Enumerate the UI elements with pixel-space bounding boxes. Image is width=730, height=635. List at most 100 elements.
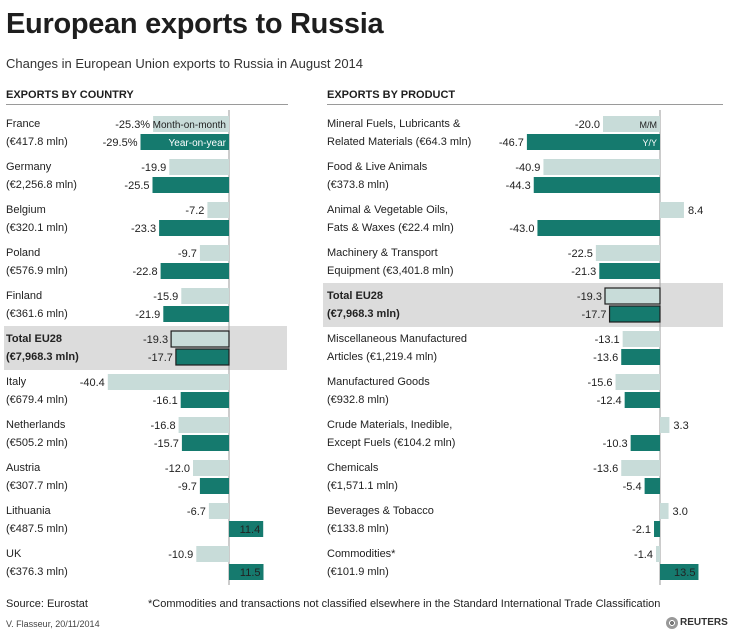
data-label: -6.7 [187, 506, 206, 518]
data-label: -19.3 [577, 291, 602, 303]
category-label: Poland [6, 247, 40, 259]
data-label: 11.4 [240, 524, 261, 536]
data-label: -43.0 [509, 223, 534, 235]
category-label: Total EU28 [327, 290, 383, 302]
bar-month-on-month [660, 417, 670, 433]
category-label: France [6, 118, 40, 130]
bar-month-on-month [621, 460, 660, 476]
bar-month-on-month [153, 116, 229, 132]
data-label: -12.4 [597, 395, 622, 407]
category-label: Netherlands [6, 419, 66, 431]
bar-year-on-year [608, 305, 661, 323]
category-value-label: (€7,968.3 mln) [327, 308, 400, 320]
data-label: -9.7 [178, 248, 197, 260]
bar-month-on-month [181, 288, 229, 304]
source-note: Source: Eurostat [6, 598, 88, 610]
category-value-label: Articles (€1,219.4 mln) [327, 351, 437, 363]
bar-month-on-month [107, 374, 229, 390]
data-label: -1.4 [634, 549, 653, 561]
legend-entry: Y/Y [642, 138, 657, 148]
data-label: -7.2 [185, 205, 204, 217]
data-label: -13.1 [595, 334, 620, 346]
bar-month-on-month [208, 503, 229, 519]
category-value-label: (€932.8 mln) [327, 394, 389, 406]
data-label: -12.0 [165, 463, 190, 475]
bar-month-on-month [196, 546, 229, 562]
data-label: -19.3 [143, 334, 168, 346]
chart-subtitle: Changes in European Union exports to Rus… [6, 56, 364, 71]
data-label: -46.7 [499, 137, 524, 149]
bar-year-on-year [229, 521, 264, 537]
bar-month-on-month [207, 202, 229, 218]
bar-year-on-year [654, 521, 660, 537]
bar-year-on-year [630, 435, 660, 451]
data-label: -21.3 [571, 266, 596, 278]
category-label: Total EU28 [6, 333, 62, 345]
category-label: Finland [6, 290, 42, 302]
category-value-label: (€101.9 mln) [327, 566, 389, 578]
category-label: Miscellaneous Manufactured [327, 333, 467, 345]
data-label: 8.4 [688, 205, 703, 217]
bar-year-on-year [181, 435, 229, 451]
category-label: Germany [6, 161, 52, 173]
data-label: -15.9 [153, 291, 178, 303]
data-label: -17.7 [148, 352, 173, 364]
data-label: -40.9 [515, 162, 540, 174]
bar-year-on-year [229, 564, 264, 580]
category-value-label: Equipment (€3,401.8 mln) [327, 265, 454, 277]
data-label: -17.7 [581, 309, 606, 321]
category-label: Beverages & Tobacco [327, 505, 434, 517]
chart-title: European exports to Russia [6, 8, 384, 40]
reuters-logo-icon [666, 617, 678, 629]
panel-divider-product [327, 104, 723, 105]
category-value-label: (€133.8 mln) [327, 523, 389, 535]
data-label: -40.4 [80, 377, 105, 389]
category-value-label: (€487.5 mln) [6, 523, 68, 535]
category-value-label: Related Materials (€64.3 mln) [327, 136, 471, 148]
category-label: Chemicals [327, 462, 379, 474]
category-value-label: Fats & Waxes (€22.4 mln) [327, 222, 454, 234]
data-label: 3.3 [673, 420, 688, 432]
bar-year-on-year [199, 478, 229, 494]
legend-entry: Month-on-month [153, 120, 226, 131]
bar-year-on-year [624, 392, 660, 408]
data-label: -10.9 [168, 549, 193, 561]
category-value-label: (€7,968.3 mln) [6, 351, 79, 363]
category-value-label: (€376.3 mln) [6, 566, 68, 578]
data-label: -29.5% [103, 137, 138, 149]
data-label: -20.0 [575, 119, 600, 131]
bar-month-on-month [622, 331, 660, 347]
bar-month-on-month [170, 330, 230, 348]
data-label: -13.6 [593, 463, 618, 475]
panel-divider-country [6, 104, 288, 105]
bar-month-on-month [193, 460, 229, 476]
category-label: Commodities* [327, 548, 396, 560]
category-value-label: (€679.4 mln) [6, 394, 68, 406]
category-value-label: (€320.1 mln) [6, 222, 68, 234]
bar-month-on-month [603, 116, 660, 132]
bar-year-on-year [159, 220, 229, 236]
bar-month-on-month [660, 503, 669, 519]
bar-year-on-year [621, 349, 660, 365]
panel-title-product: EXPORTS BY PRODUCT [327, 89, 456, 101]
category-value-label: (€1,571.1 mln) [327, 480, 398, 492]
bar-year-on-year [533, 177, 660, 193]
data-label: -23.3 [131, 223, 156, 235]
data-label: 13.5 [674, 567, 695, 579]
data-label: -22.8 [133, 266, 158, 278]
category-label: Animal & Vegetable Oils, [327, 204, 448, 216]
bar-year-on-year [140, 134, 229, 150]
data-label: -44.3 [506, 180, 531, 192]
bar-year-on-year [152, 177, 229, 193]
data-label: -2.1 [632, 524, 651, 536]
category-value-label: (€505.2 mln) [6, 437, 68, 449]
data-label: -9.7 [178, 481, 197, 493]
data-label: -5.4 [623, 481, 642, 493]
bar-year-on-year [526, 134, 660, 150]
category-label: Austria [6, 462, 41, 474]
category-label: Manufactured Goods [327, 376, 430, 388]
bar-month-on-month [604, 287, 661, 305]
bar-year-on-year [599, 263, 660, 279]
brand-logo-text: REUTERS [680, 617, 728, 628]
bar-month-on-month [595, 245, 660, 261]
